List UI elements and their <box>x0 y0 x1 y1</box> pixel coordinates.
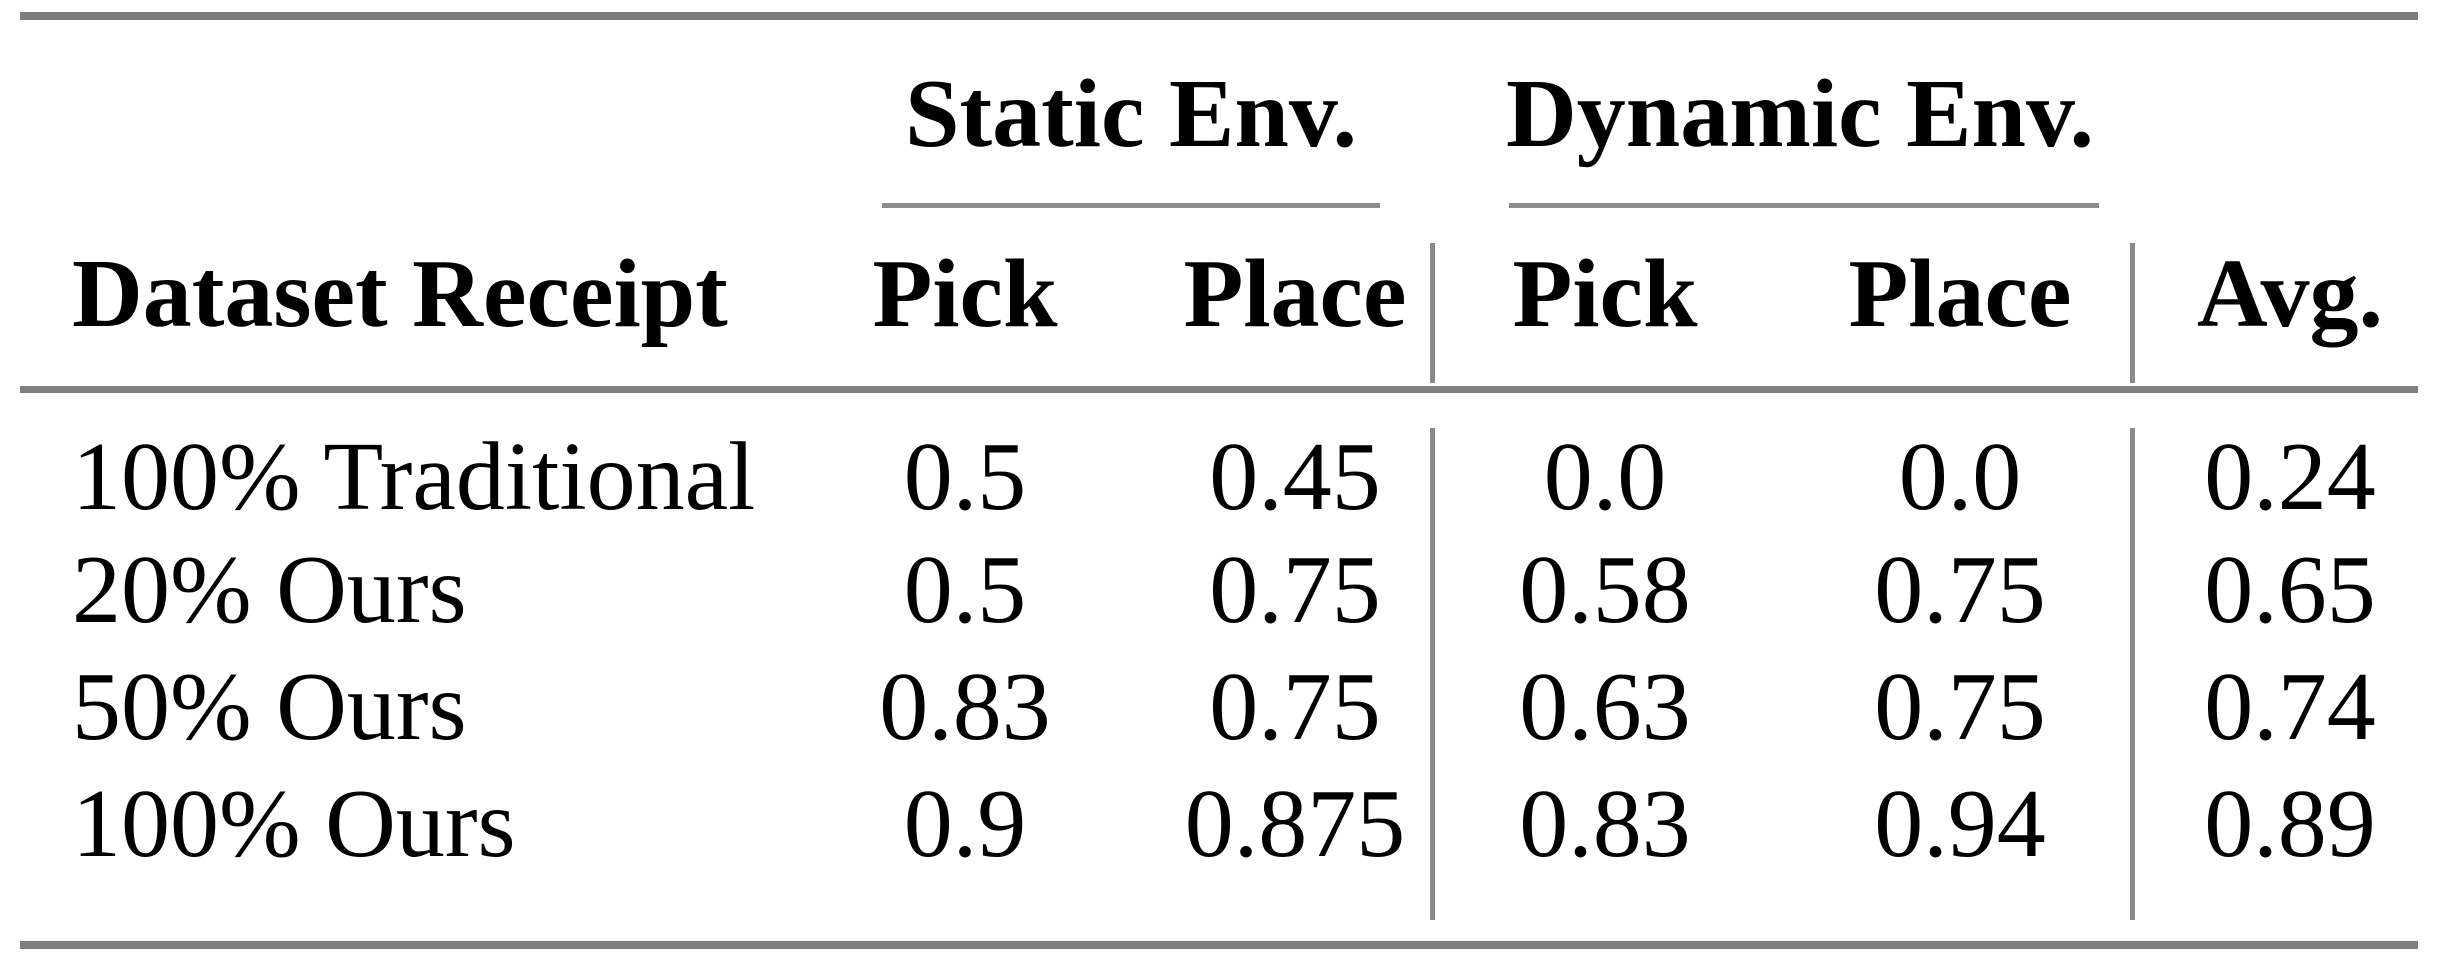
table-bottom-rule <box>20 941 2418 949</box>
header-static-pick: Pick <box>872 240 1058 348</box>
vertical-rule-static-dynamic-header <box>1430 243 1435 383</box>
table-cell: 0.0 <box>1543 423 1667 531</box>
table-cell: 0.65 <box>2204 536 2376 644</box>
table-cell: 0.63 <box>1519 653 1691 761</box>
header-dataset-receipt: Dataset Receipt <box>72 240 728 348</box>
column-group-dynamic-env: Dynamic Env. <box>1505 60 2095 168</box>
table-cell: 0.45 <box>1209 423 1381 531</box>
row-label: 20% Ours <box>72 536 467 644</box>
table-cell: 0.75 <box>1209 536 1381 644</box>
header-dynamic-place: Place <box>1848 240 2072 348</box>
table-cell: 0.24 <box>2204 423 2376 531</box>
dynamic-env-underline <box>1509 203 2099 208</box>
table-cell: 0.74 <box>2204 653 2376 761</box>
header-dynamic-pick: Pick <box>1512 240 1698 348</box>
table-cell: 0.83 <box>1519 770 1691 878</box>
column-group-static-env: Static Env. <box>905 60 1357 168</box>
table-cell: 0.75 <box>1874 653 2046 761</box>
table-cell: 0.875 <box>1184 770 1406 878</box>
header-static-place: Place <box>1183 240 1407 348</box>
table-cell: 0.58 <box>1519 536 1691 644</box>
vertical-rule-dynamic-avg-header <box>2130 243 2135 383</box>
table-cell: 0.89 <box>2204 770 2376 878</box>
vertical-rule-static-dynamic-body <box>1430 428 1435 920</box>
table-top-rule <box>20 12 2418 20</box>
table-cell: 0.5 <box>903 536 1027 644</box>
row-label: 100% Traditional <box>72 423 756 531</box>
table-cell: 0.9 <box>903 770 1027 878</box>
row-label: 100% Ours <box>72 770 516 878</box>
table-cell: 0.75 <box>1209 653 1381 761</box>
static-env-underline <box>882 203 1380 208</box>
table-cell: 0.83 <box>879 653 1051 761</box>
table-header-rule <box>20 386 2418 393</box>
table-cell: 0.5 <box>903 423 1027 531</box>
vertical-rule-dynamic-avg-body <box>2130 428 2135 920</box>
table-cell: 0.75 <box>1874 536 2046 644</box>
header-avg: Avg. <box>2197 240 2383 348</box>
table-cell: 0.0 <box>1898 423 2022 531</box>
row-label: 50% Ours <box>72 653 467 761</box>
table-cell: 0.94 <box>1874 770 2046 878</box>
